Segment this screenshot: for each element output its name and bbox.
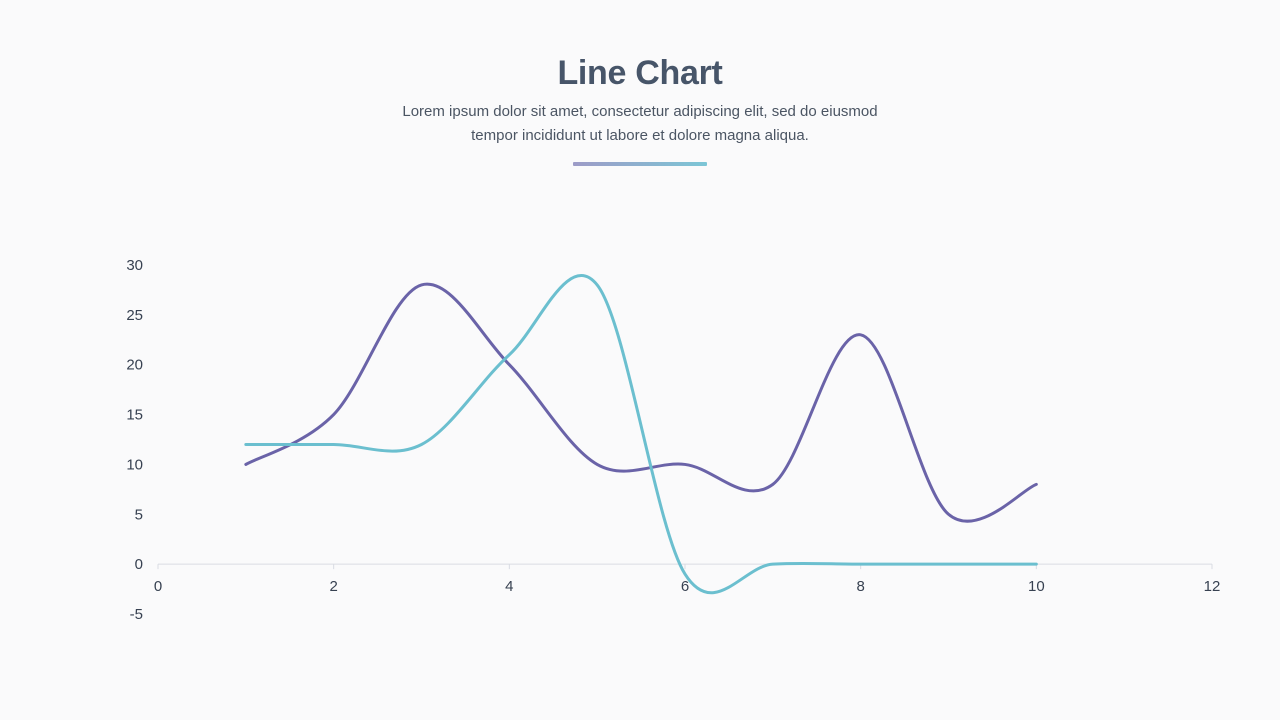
y-tick-label: 20 xyxy=(126,357,143,374)
page-title: Line Chart xyxy=(557,54,723,92)
x-tick-label: 10 xyxy=(1028,578,1045,595)
series-line-1 xyxy=(244,282,1038,523)
x-tick-label: 4 xyxy=(505,578,513,595)
chart-axes: 30 25 20 15 10 5 0 -5 0 2 4 6 8 10 12 xyxy=(126,257,1220,623)
subtitle-line-2: tempor incididunt ut labore et dolore ma… xyxy=(471,127,809,144)
x-tick-label: 12 xyxy=(1204,578,1221,595)
y-tick-label: 10 xyxy=(126,456,143,473)
page-subtitle: Lorem ipsum dolor sit amet, consectetur … xyxy=(340,100,940,148)
x-tick-label: 6 xyxy=(681,578,689,595)
y-tick-label: 25 xyxy=(126,307,143,324)
y-tick-label: 0 xyxy=(135,556,143,573)
x-tick-label: 8 xyxy=(856,578,864,595)
subtitle-line-1: Lorem ipsum dolor sit amet, consectetur … xyxy=(402,103,878,120)
y-tick-label: -5 xyxy=(130,606,143,623)
y-tick-label: 15 xyxy=(126,407,143,424)
y-tick-label: 5 xyxy=(135,506,143,523)
x-tick-label: 2 xyxy=(329,578,337,595)
series-line-2 xyxy=(244,274,1038,595)
x-tick-label: 0 xyxy=(154,578,162,595)
y-tick-label: 30 xyxy=(126,257,143,274)
title-accent-bar xyxy=(573,162,707,166)
chart-series xyxy=(244,274,1038,595)
